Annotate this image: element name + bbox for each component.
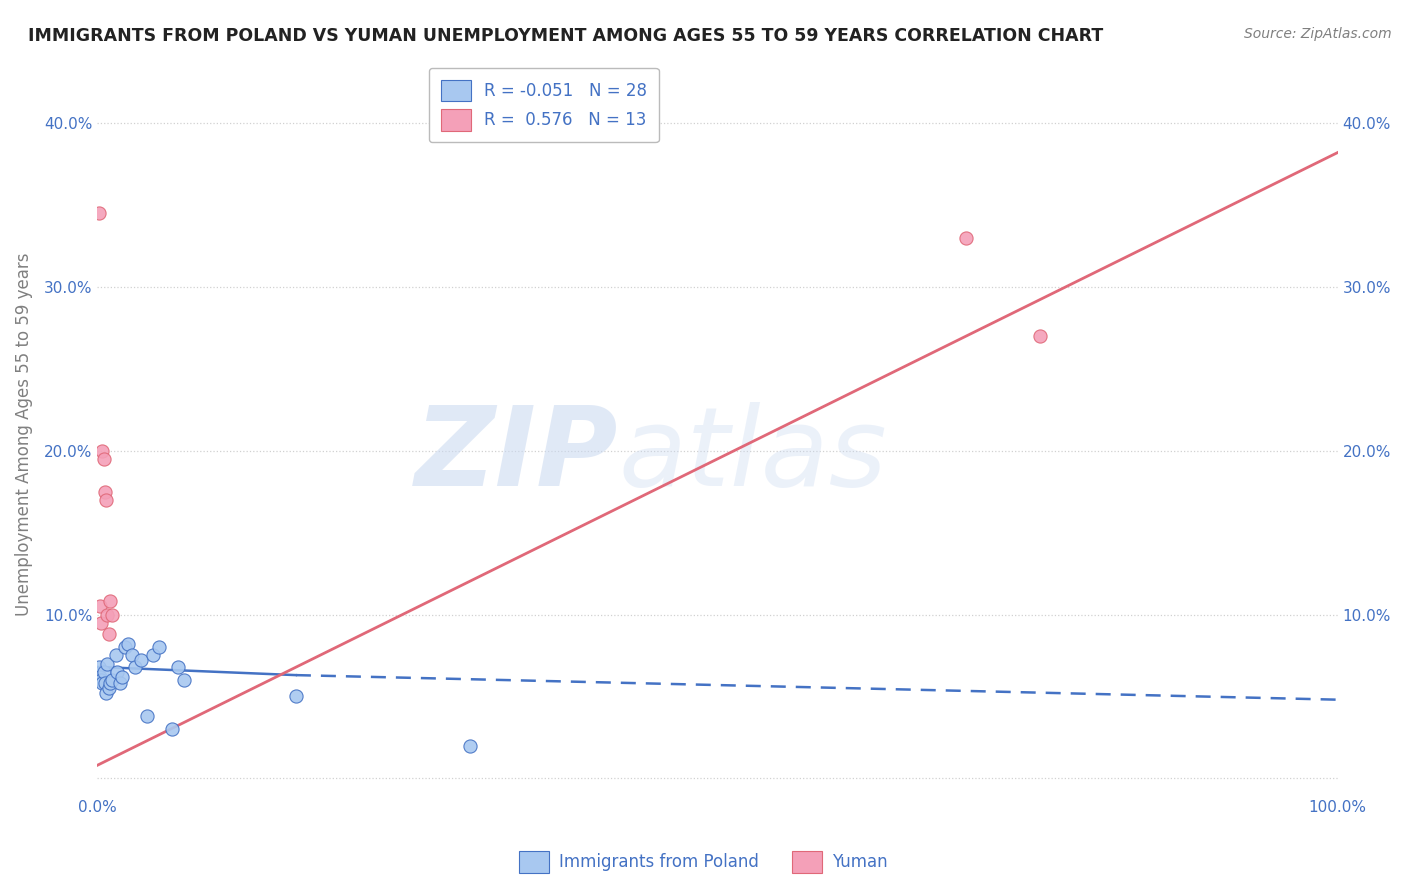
Point xyxy=(1029,329,1052,343)
Point xyxy=(94,484,117,499)
Point xyxy=(97,627,120,641)
Text: ZIP: ZIP xyxy=(415,402,619,509)
Point xyxy=(114,640,136,655)
Point xyxy=(91,676,114,690)
Point xyxy=(93,451,115,466)
Point xyxy=(284,690,307,704)
Point xyxy=(129,653,152,667)
Point xyxy=(98,594,121,608)
Text: IMMIGRANTS FROM POLAND VS YUMAN UNEMPLOYMENT AMONG AGES 55 TO 59 YEARS CORRELATI: IMMIGRANTS FROM POLAND VS YUMAN UNEMPLOY… xyxy=(28,27,1104,45)
Y-axis label: Unemployment Among Ages 55 to 59 years: Unemployment Among Ages 55 to 59 years xyxy=(15,252,32,616)
Point xyxy=(89,599,111,614)
Point xyxy=(101,607,124,622)
Point xyxy=(111,670,134,684)
Text: Source: ZipAtlas.com: Source: ZipAtlas.com xyxy=(1244,27,1392,41)
Point xyxy=(105,648,128,663)
Point xyxy=(108,676,131,690)
Point xyxy=(96,492,118,507)
Point xyxy=(458,739,481,753)
Point xyxy=(96,657,118,671)
Point xyxy=(142,648,165,663)
Point xyxy=(160,722,183,736)
Text: atlas: atlas xyxy=(619,402,887,509)
Point xyxy=(91,443,114,458)
Point xyxy=(90,673,112,687)
Point xyxy=(101,673,124,687)
Point xyxy=(124,660,146,674)
Point xyxy=(136,709,159,723)
Point xyxy=(117,637,139,651)
Point xyxy=(121,648,143,663)
Point xyxy=(96,686,118,700)
Point xyxy=(87,660,110,674)
Point xyxy=(96,607,118,622)
Point xyxy=(87,206,110,220)
Point xyxy=(148,640,170,655)
Point xyxy=(90,615,112,630)
Point xyxy=(955,231,977,245)
Point xyxy=(93,665,115,679)
Legend: Immigrants from Poland, Yuman: Immigrants from Poland, Yuman xyxy=(512,845,894,880)
Point xyxy=(105,665,128,679)
Point xyxy=(98,676,121,690)
Legend: R = -0.051   N = 28, R =  0.576   N = 13: R = -0.051 N = 28, R = 0.576 N = 13 xyxy=(429,68,659,143)
Point xyxy=(97,681,120,696)
Point xyxy=(173,673,195,687)
Point xyxy=(94,676,117,690)
Point xyxy=(167,660,190,674)
Point xyxy=(89,670,111,684)
